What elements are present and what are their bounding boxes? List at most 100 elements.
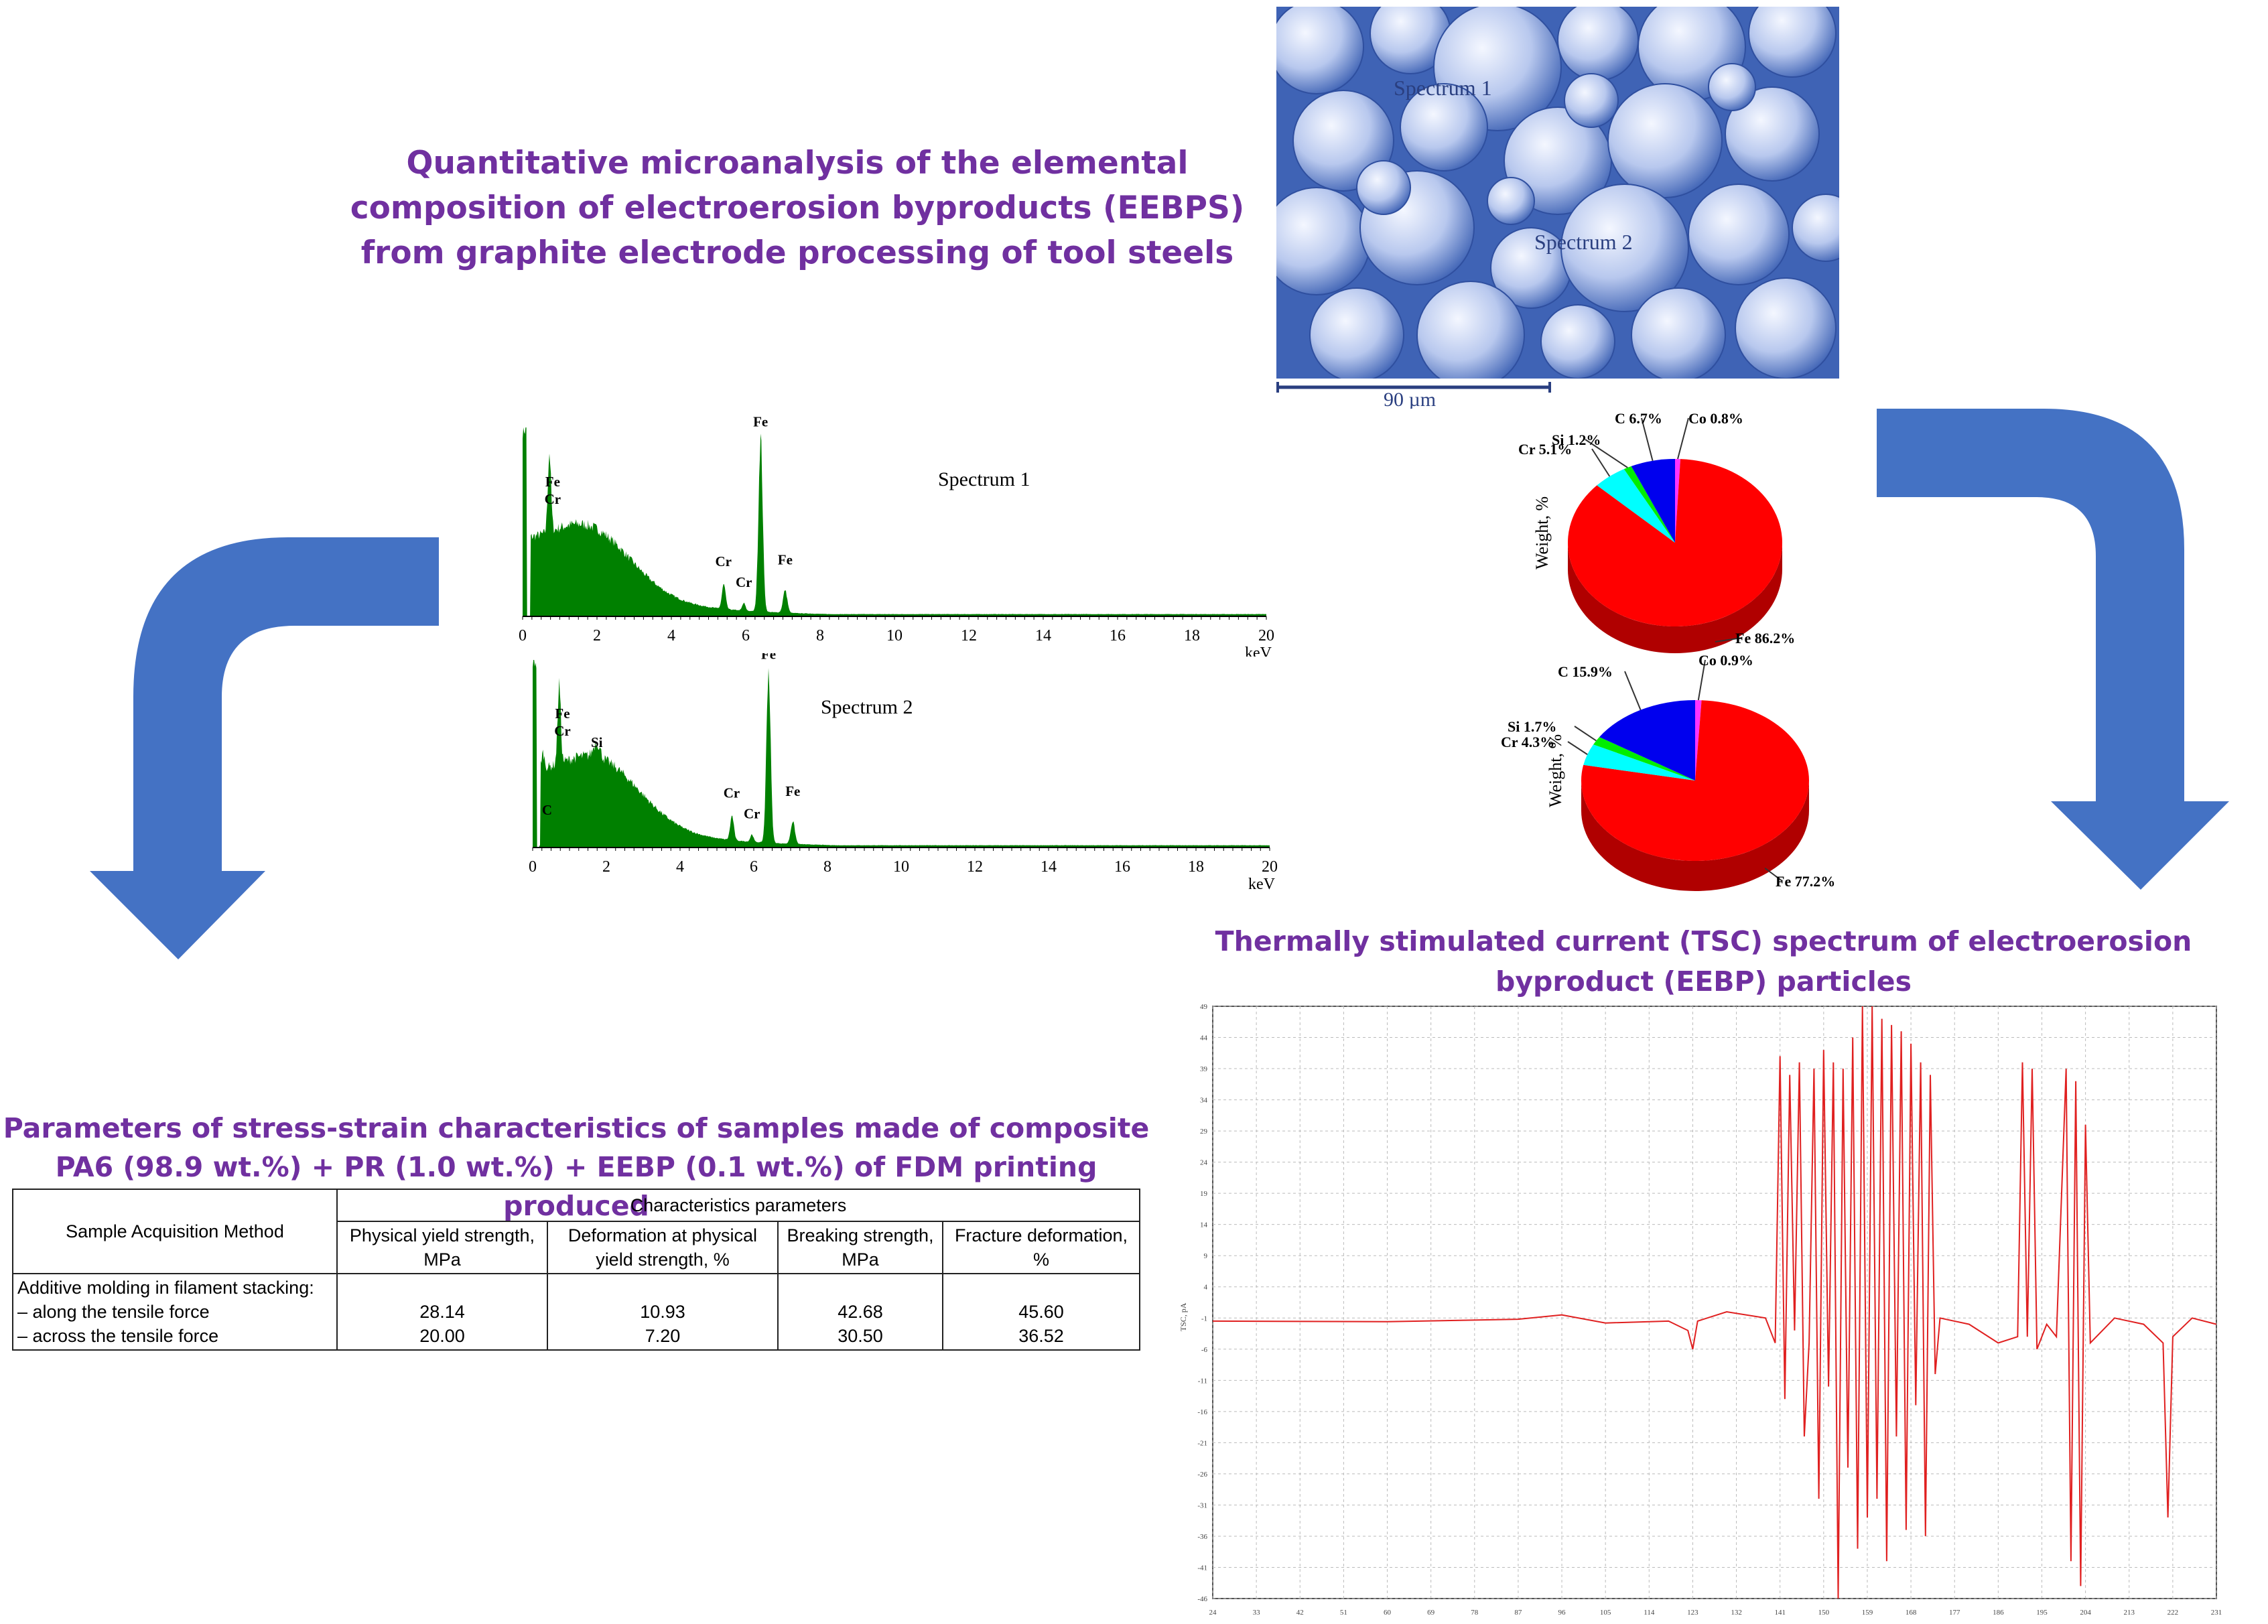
y-tick-label: 24 bbox=[1200, 1159, 1208, 1167]
x-tick-label: 222 bbox=[2167, 1609, 2179, 1617]
y-tick-label: -41 bbox=[1197, 1564, 1207, 1572]
leader-line bbox=[1624, 671, 1642, 711]
particle bbox=[1356, 160, 1411, 215]
particle bbox=[1725, 86, 1820, 182]
leader-line bbox=[1574, 726, 1597, 742]
particle bbox=[1400, 83, 1488, 172]
pie-slice-co bbox=[1675, 459, 1681, 543]
x-tick-label: 6 bbox=[742, 627, 750, 645]
tsc-title: Thermally stimulated current (TSC) spect… bbox=[1215, 925, 2192, 998]
tsc-chart: 24 33 42 51 60 69 78 87 96 105 114 123 132 141 150 159 1… bbox=[1179, 1003, 2222, 1624]
y-tick-label: -46 bbox=[1197, 1595, 1207, 1603]
y-tick-label: 39 bbox=[1200, 1065, 1208, 1073]
table-cell-col1: 28.14 20.00 bbox=[336, 1273, 548, 1351]
y-tick-label: -31 bbox=[1197, 1501, 1207, 1509]
cell: 45.60 bbox=[1018, 1302, 1064, 1322]
x-tick-label: 60 bbox=[1384, 1609, 1392, 1617]
x-axis-label: Temperature, °C bbox=[1688, 1622, 1741, 1624]
pie-chart-spectrum-2: Co 0.9% Fe 77.2% Cr 4.3%Si 1.7% C 15.9% Weig… bbox=[1501, 652, 1835, 891]
cell: 20.00 bbox=[419, 1326, 465, 1346]
x-tick-label: 12 bbox=[967, 858, 983, 876]
pie-slice-cr bbox=[1597, 469, 1675, 543]
x-tick-label: 213 bbox=[2123, 1609, 2135, 1617]
y-tick-label: -16 bbox=[1197, 1408, 1207, 1416]
cell: 10.93 bbox=[640, 1302, 685, 1322]
particle bbox=[1557, 7, 1639, 81]
peak-label: Fe bbox=[555, 705, 570, 722]
particle bbox=[1276, 7, 1364, 94]
peak-label: Fe bbox=[761, 653, 776, 662]
spectrum-area bbox=[533, 660, 1270, 848]
row-label: – across the tensile force bbox=[17, 1326, 219, 1346]
plot-area bbox=[1212, 1006, 2217, 1599]
leader-line bbox=[1715, 637, 1743, 642]
particle bbox=[1564, 73, 1619, 128]
spectrum-1-marker: Spectrum 1 bbox=[1394, 76, 1492, 100]
x-tick-label: 16 bbox=[1110, 627, 1126, 645]
leader-line bbox=[1567, 741, 1588, 755]
x-tick-label: 231 bbox=[2211, 1609, 2222, 1617]
x-axis-label: keV bbox=[1248, 876, 1276, 891]
x-tick-label: 16 bbox=[1114, 858, 1130, 876]
x-tick-label: 6 bbox=[750, 858, 758, 876]
x-tick-label: 105 bbox=[1600, 1609, 1611, 1617]
header-group: Characteristics parameters bbox=[336, 1189, 1140, 1222]
y-tick-label: -11 bbox=[1198, 1377, 1207, 1385]
cell: 28.14 bbox=[419, 1302, 465, 1322]
group-label: Additive molding in filament stacking: bbox=[17, 1278, 314, 1298]
y-tick-label: 44 bbox=[1200, 1034, 1208, 1042]
peak-label: Cr bbox=[545, 491, 561, 507]
x-tick-label: 0 bbox=[529, 858, 537, 876]
leader-line bbox=[1677, 417, 1689, 460]
pie-ylabel: Weight, % bbox=[1532, 496, 1552, 569]
y-axis-label: TSC, pA bbox=[1179, 1302, 1188, 1331]
table-cell-col3: 42.68 30.50 bbox=[777, 1273, 943, 1351]
x-tick-label: 2 bbox=[602, 858, 610, 876]
x-tick-label: 69 bbox=[1427, 1609, 1435, 1617]
y-tick-label: -6 bbox=[1201, 1346, 1208, 1354]
leader-line bbox=[1585, 439, 1628, 468]
header-col: Breaking strength, MPa bbox=[777, 1221, 943, 1274]
x-tick-label: 51 bbox=[1340, 1609, 1347, 1617]
y-tick-label: 19 bbox=[1200, 1190, 1208, 1198]
x-axis-label: keV bbox=[1245, 645, 1272, 657]
particle bbox=[1416, 281, 1525, 379]
pie-slice-c bbox=[1631, 459, 1675, 543]
pie-label: Cr 4.3% bbox=[1501, 734, 1554, 750]
pie-slice-fe bbox=[1581, 700, 1809, 861]
x-tick-label: 12 bbox=[961, 627, 977, 645]
particle bbox=[1607, 83, 1723, 198]
particle bbox=[1631, 287, 1726, 379]
header-col: Deformation at physical yield strength, … bbox=[547, 1221, 779, 1274]
spectrum-title: Spectrum 2 bbox=[821, 696, 913, 718]
pie-label: Si 1.2% bbox=[1552, 431, 1601, 448]
y-tick-label: -21 bbox=[1197, 1439, 1207, 1447]
particle bbox=[1560, 184, 1689, 312]
pie-label: Fe 77.2% bbox=[1776, 873, 1835, 890]
x-tick-label: 78 bbox=[1471, 1609, 1479, 1617]
pie-slice-c bbox=[1599, 700, 1695, 781]
peak-label: Fe bbox=[753, 415, 768, 429]
pie-side bbox=[1568, 543, 1782, 653]
x-tick-label: 14 bbox=[1041, 858, 1057, 876]
particle bbox=[1735, 277, 1837, 379]
header-col: Physical yield strength, MPa bbox=[336, 1221, 548, 1274]
y-tick-label: -26 bbox=[1197, 1471, 1207, 1479]
pie-label: Cr 5.1% bbox=[1518, 441, 1572, 458]
cell: 30.50 bbox=[838, 1326, 883, 1346]
pie-slice-fe bbox=[1568, 459, 1782, 626]
x-tick-label: 132 bbox=[1731, 1609, 1742, 1617]
spectrum-title: Spectrum 1 bbox=[938, 468, 1030, 490]
leader-line bbox=[1641, 417, 1654, 462]
x-tick-label: 42 bbox=[1296, 1609, 1304, 1617]
x-tick-label: 123 bbox=[1687, 1609, 1698, 1617]
peak-label: Si bbox=[591, 734, 603, 750]
x-tick-label: 195 bbox=[2036, 1609, 2048, 1617]
curved-arrow-left-icon bbox=[90, 537, 439, 959]
cell: 36.52 bbox=[1018, 1326, 1064, 1346]
pie-label: C 6.7% bbox=[1615, 410, 1662, 427]
x-tick-label: 177 bbox=[1949, 1609, 1960, 1617]
x-tick-label: 87 bbox=[1514, 1609, 1522, 1617]
